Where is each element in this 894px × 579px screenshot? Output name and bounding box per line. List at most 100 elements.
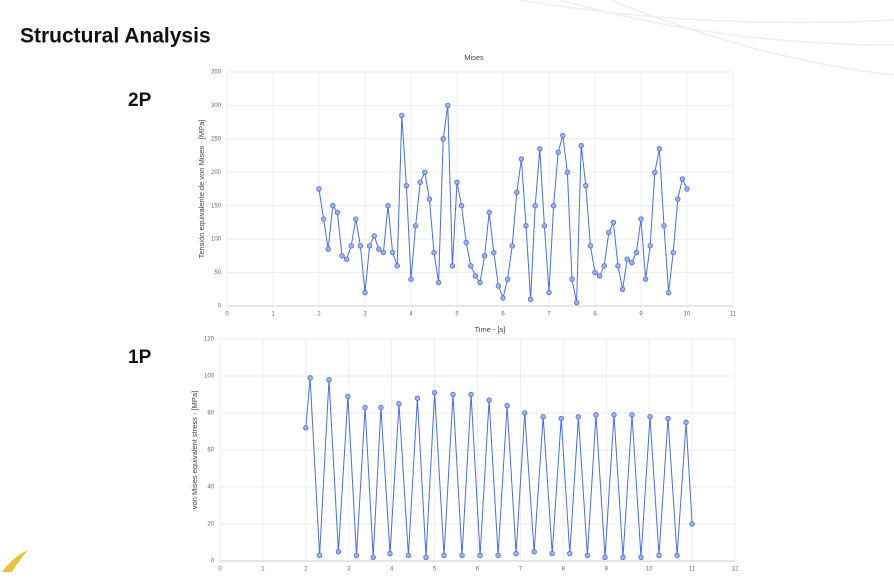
data-point (602, 554, 608, 560)
data-point (629, 412, 635, 418)
data-point (624, 256, 630, 262)
x-tick-label: 4 (409, 312, 413, 318)
chart-title: Mises (464, 53, 484, 62)
data-point (345, 393, 351, 400)
data-point (320, 216, 327, 222)
data-point (445, 102, 451, 109)
y-axis-title: von Mises equivalent stress - [MPa] (190, 391, 199, 509)
y-axis-title: Tensión equivalente de von Mises - [MPa] (197, 120, 206, 259)
data-point (573, 299, 580, 306)
data-point (513, 550, 519, 557)
x-tick-label: 5 (433, 567, 437, 573)
y-tick-label: 150 (211, 203, 222, 209)
data-point (633, 249, 640, 256)
y-tick-label: 40 (207, 485, 214, 491)
data-point (477, 279, 483, 286)
data-point (412, 223, 419, 229)
data-point (431, 249, 437, 256)
data-point (486, 397, 492, 403)
data-point (326, 377, 332, 383)
data-point (656, 552, 662, 559)
x-tick-label: 12 (732, 567, 739, 573)
data-point (567, 550, 573, 557)
data-point (449, 263, 456, 269)
data-point (674, 552, 680, 559)
data-point (435, 279, 442, 286)
data-point (611, 412, 617, 418)
data-point (348, 243, 354, 249)
data-point (468, 263, 474, 269)
data-point (550, 203, 557, 209)
data-point (541, 223, 548, 229)
x-tick-label: 1 (261, 567, 265, 573)
data-point (387, 550, 393, 557)
data-point (477, 552, 483, 559)
data-point (619, 286, 626, 292)
x-tick-label: 0 (225, 312, 229, 318)
logo (2, 550, 28, 572)
data-point (615, 263, 621, 269)
data-point (414, 395, 421, 401)
data-point (472, 273, 479, 279)
x-tick-label: 2 (317, 312, 321, 318)
data-point (555, 149, 561, 155)
data-point (647, 243, 653, 249)
data-point (527, 296, 534, 303)
data-point (514, 189, 520, 196)
data-point (394, 263, 400, 269)
x-tick-label: 9 (639, 312, 643, 318)
data-point (316, 552, 323, 559)
x-axis-title: Time - [s] (475, 325, 506, 334)
data-point (620, 554, 626, 560)
y-tick-label: 350 (211, 70, 222, 76)
y-tick-label: 300 (211, 103, 222, 109)
decoration (519, 0, 894, 76)
data-point (540, 414, 546, 420)
x-tick-label: 1 (271, 312, 275, 318)
data-point (679, 176, 686, 182)
data-point (549, 550, 555, 557)
x-tick-label: 7 (519, 567, 523, 573)
data-point (560, 132, 566, 139)
data-point (675, 196, 681, 202)
data-point (523, 223, 529, 229)
y-tick-label: 20 (207, 522, 214, 528)
data-point (450, 391, 456, 398)
x-tick-label: 7 (547, 312, 551, 318)
data-point (408, 276, 414, 282)
data-point (343, 256, 350, 262)
data-point (665, 415, 671, 422)
x-tick-label: 5 (455, 312, 459, 318)
data-point (638, 216, 644, 222)
panel-label: 2P (128, 90, 152, 111)
y-tick-label: 0 (211, 559, 215, 565)
data-point (417, 179, 423, 186)
data-point (335, 549, 342, 555)
data-point (371, 233, 377, 239)
data-point (522, 410, 528, 416)
data-point (601, 263, 607, 269)
data-point (569, 276, 575, 282)
data-point (403, 182, 410, 189)
data-point (330, 203, 336, 209)
data-point (638, 554, 644, 560)
x-tick-label: 9 (605, 567, 609, 573)
data-point (629, 259, 635, 266)
data-point (587, 243, 594, 249)
y-tick-label: 100 (204, 374, 215, 380)
data-point (642, 276, 649, 282)
data-point (339, 253, 345, 259)
x-tick-label: 4 (390, 567, 394, 573)
data-point (366, 243, 373, 249)
data-point (405, 552, 412, 559)
data-point (362, 289, 368, 296)
data-point (647, 414, 653, 420)
data-point (422, 169, 428, 175)
x-tick-label: 11 (689, 567, 696, 573)
data-point (683, 419, 689, 425)
data-point (334, 209, 341, 216)
data-point (454, 179, 460, 186)
data-point (353, 552, 360, 559)
x-tick-label: 8 (593, 312, 597, 318)
